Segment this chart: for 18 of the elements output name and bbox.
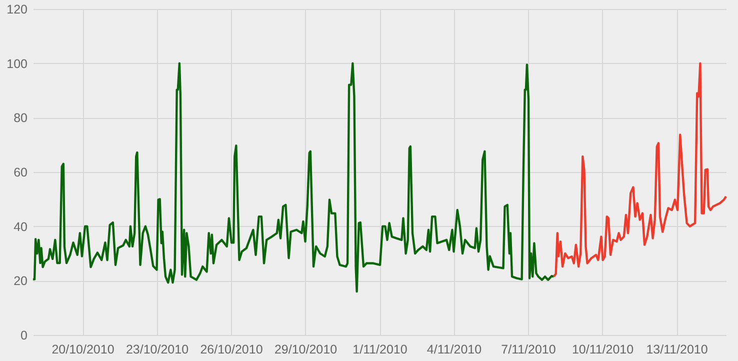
y-tick-label: 0 — [20, 328, 28, 342]
x-tick-label: 23/10/2010 — [126, 342, 189, 356]
x-tick-label: 20/10/2010 — [52, 342, 114, 356]
x-tick-label: 1/11/2010 — [352, 342, 408, 356]
x-tick-label: 13/11/2010 — [646, 342, 708, 356]
x-tick-label: 7/11/2010 — [501, 342, 556, 356]
line-series — [552, 62, 728, 278]
x-tick-label: 29/10/2010 — [274, 342, 338, 356]
line-series — [32, 62, 555, 293]
y-tick-label: 80 — [14, 111, 28, 126]
y-tick-label: 40 — [14, 220, 28, 234]
y-tick-label: 120 — [6, 2, 28, 16]
y-tick-label: 100 — [6, 56, 28, 71]
x-tick-label: 4/11/2010 — [426, 342, 482, 356]
y-tick-label: 60 — [14, 166, 28, 180]
x-tick-label: 10/11/2010 — [572, 342, 634, 356]
x-tick-label: 26/10/2010 — [200, 342, 263, 356]
y-tick-label: 20 — [14, 274, 28, 288]
